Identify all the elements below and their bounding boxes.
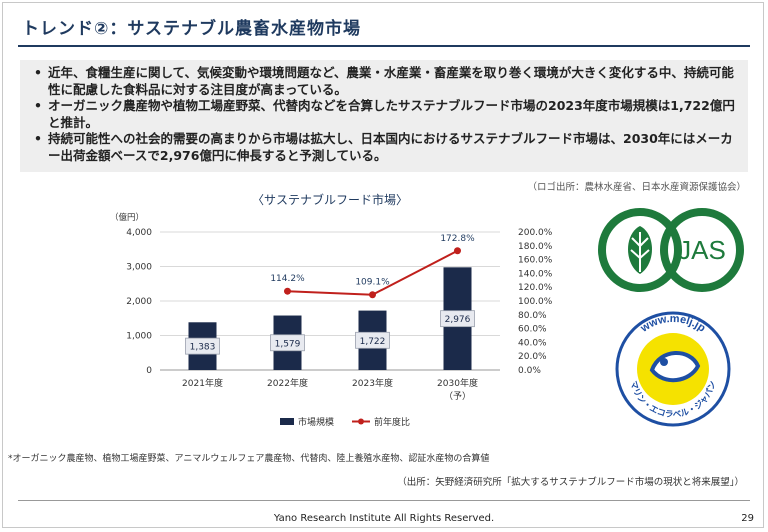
y2-tick-label: 160.0% bbox=[518, 256, 553, 266]
y2-tick-label: 200.0% bbox=[518, 228, 553, 238]
title-divider bbox=[18, 45, 750, 47]
bar-label: 1,579 bbox=[275, 339, 301, 349]
y-tick-label: 0 bbox=[146, 366, 152, 376]
x-tick-label: 2021年度 bbox=[182, 377, 223, 389]
bullet-mark: • bbox=[34, 131, 42, 146]
bullet-mark: • bbox=[34, 65, 42, 80]
market-chart: 〈サステナブルフード市場〉 （億円） 0 1,000 2,000 3,000 4,000 0.… bbox=[80, 190, 580, 440]
chart-footnote: *オーガニック農産物、植物工場産野菜、アニマルウェルフェア農産物、代替肉、陸上養… bbox=[8, 454, 490, 464]
growth-line bbox=[287, 249, 458, 296]
mel-japan-logo: www.melj.jp マリン・エコラベル・ジャパン bbox=[615, 311, 731, 427]
bullet-mark: • bbox=[34, 98, 42, 113]
bullet-item: • 近年、食糧生産に関して、気候変動や環境問題など、農業・水産業・畜産業を取り巻… bbox=[34, 65, 738, 98]
growth-point bbox=[284, 287, 291, 295]
y2-tick-label: 140.0% bbox=[518, 269, 553, 279]
x-tick-label: 2023年度 bbox=[352, 377, 393, 389]
y-tick-label: 1,000 bbox=[126, 332, 152, 342]
y-tick-label: 4,000 bbox=[126, 228, 152, 238]
legend-line-marker bbox=[358, 418, 364, 425]
slide-title: トレンド②：サステナブル農畜水産物市場 bbox=[22, 19, 362, 39]
y-tick-label: 2,000 bbox=[126, 297, 152, 307]
bullet-text: オーガニック農産物や植物工場産野菜、代替肉などを合算したサステナブルフード市場の… bbox=[48, 98, 735, 130]
legend-bar-label: 市場規模 bbox=[298, 416, 334, 428]
legend-line-label: 前年度比 bbox=[374, 416, 410, 428]
y2-tick-label: 180.0% bbox=[518, 242, 553, 252]
jas-leaf-vein-icon bbox=[630, 232, 650, 272]
growth-label: 109.1% bbox=[355, 278, 390, 288]
growth-label: 114.2% bbox=[270, 274, 305, 284]
bar-label: 1,722 bbox=[360, 337, 386, 347]
y2-tick-label: 120.0% bbox=[518, 283, 553, 293]
mel-fish-eye-icon bbox=[660, 358, 668, 366]
bullet-item: • 持続可能性への社会的需要の高まりから市場は拡大し、日本国内におけるサステナブ… bbox=[34, 131, 738, 164]
y2-tick-label: 60.0% bbox=[518, 325, 547, 335]
jas-right-ring-icon bbox=[660, 208, 744, 292]
y-tick-label: 3,000 bbox=[126, 263, 152, 273]
bar-label: 2,976 bbox=[445, 315, 471, 325]
summary-box: • 近年、食糧生産に関して、気候変動や環境問題など、農業・水産業・畜産業を取り巻… bbox=[20, 60, 748, 172]
chart-svg: 〈サステナブルフード市場〉 （億円） 0 1,000 2,000 3,000 4,000 0.… bbox=[110, 192, 553, 428]
x-tick-label: 2030年度 bbox=[437, 377, 478, 389]
bullet-item: • オーガニック農産物や植物工場産野菜、代替肉などを合算したサステナブルフード市… bbox=[34, 98, 738, 131]
mel-fish-icon bbox=[649, 351, 701, 383]
growth-point bbox=[454, 247, 461, 255]
y2-tick-label: 0.0% bbox=[518, 366, 541, 376]
growth-point bbox=[369, 291, 376, 299]
y2-tick-label: 80.0% bbox=[518, 311, 547, 321]
bullet-text: 近年、食糧生産に関して、気候変動や環境問題など、農業・水産業・畜産業を取り巻く環… bbox=[48, 65, 734, 97]
growth-label: 172.8% bbox=[440, 234, 475, 244]
page-number: 29 bbox=[741, 513, 754, 524]
legend-bar-swatch bbox=[280, 418, 294, 425]
logo-source-note: （ロゴ出所：農林水産省、日本水産資源保護協会） bbox=[527, 182, 746, 193]
bar-label-box bbox=[355, 331, 390, 349]
jas-organic-logo: JAS bbox=[598, 208, 744, 292]
x-tick-label: 2022年度 bbox=[267, 377, 308, 389]
jas-label: JAS bbox=[678, 235, 726, 265]
copyright-footer: Yano Research Institute All Rights Reser… bbox=[273, 513, 495, 524]
y2-tick-label: 40.0% bbox=[518, 338, 547, 348]
y2-tick-label: 20.0% bbox=[518, 352, 547, 362]
bar-label-box bbox=[185, 337, 220, 355]
y-axis-unit: （億円） bbox=[110, 212, 144, 223]
bar-label: 1,383 bbox=[190, 343, 216, 353]
chart-source: （出所：矢野経済研究所「拡大するサステナブルフード市場の現状と将来展望」） bbox=[397, 477, 744, 488]
bullet-text: 持続可能性への社会的需要の高まりから市場は拡大し、日本国内におけるサステナブルフ… bbox=[48, 131, 733, 163]
bar-label-box bbox=[440, 310, 475, 328]
y2-tick-label: 100.0% bbox=[518, 297, 553, 307]
jas-left-ring-icon bbox=[598, 208, 682, 292]
chart-title: 〈サステナブルフード市場〉 bbox=[252, 192, 408, 207]
footer-divider bbox=[18, 500, 750, 501]
bar-label-box bbox=[270, 334, 305, 352]
x-tick-label: （予） bbox=[444, 391, 471, 402]
